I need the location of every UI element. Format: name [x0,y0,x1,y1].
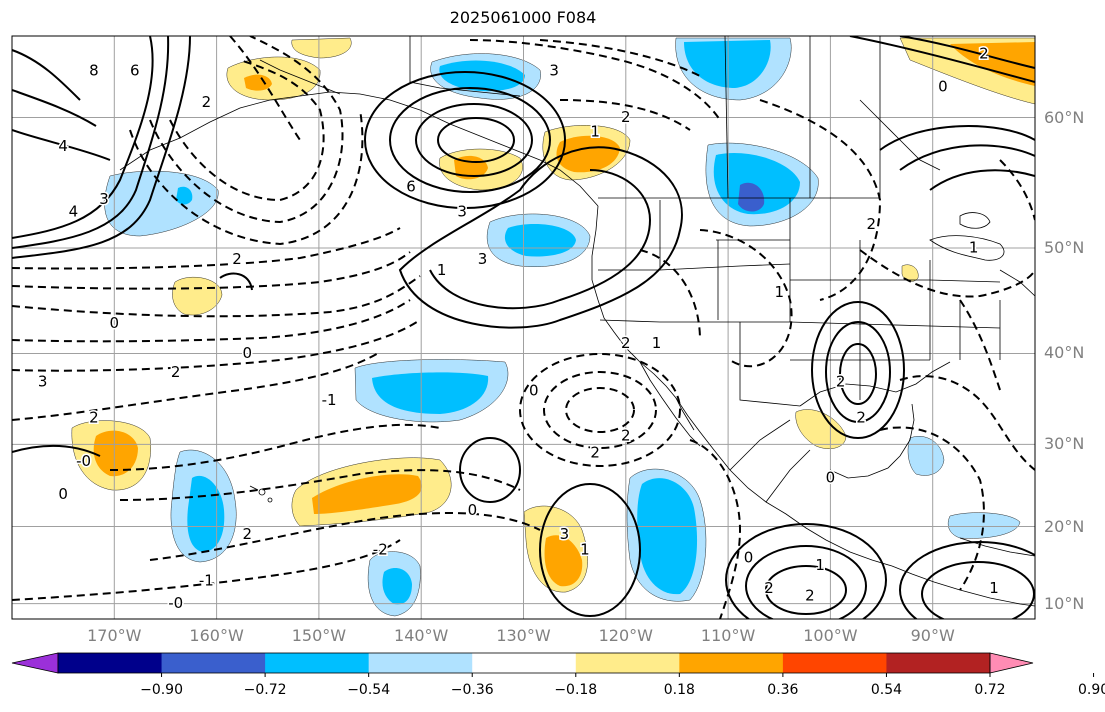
contour-label: 1 [590,123,600,141]
contour-label: 2 [764,579,774,597]
contour-label: 2 [243,525,253,543]
contour-label: 0 [243,344,253,362]
contour-label: 1 [437,261,447,279]
contour-label: 3 [99,190,109,208]
longitude-label: 110°W [700,626,756,645]
longitude-label: 150°W [291,626,347,645]
negative-anomaly-core [372,372,489,414]
contour-label: 0 [110,314,120,332]
negative-anomaly-extreme [738,182,765,212]
positive-anomaly-core [556,135,620,173]
contour-label: 2 [979,45,989,63]
negative-anomaly-core [637,478,698,595]
latitude-label: 20°N [1044,516,1085,536]
contour-label: 1 [969,238,979,256]
contour-label: -1 [199,571,214,589]
latitude-label: 50°N [1044,237,1085,257]
negative-anomaly-core [176,186,193,205]
negative-anomaly-core [684,40,771,88]
contour-label: 2 [621,108,631,126]
contour-label: 3 [457,203,467,221]
longitude-label: 170°W [87,626,142,645]
contour-label: 0 [826,469,836,487]
contour-label: 2 [89,409,99,427]
contour-label: -0 [76,452,91,470]
contour-label: 2 [232,250,242,268]
contour-label: 3 [560,525,570,543]
longitude-label: 160°W [189,626,244,645]
contour-label: 2 [856,409,866,427]
positive-anomaly-core [950,42,1035,86]
colorbar-tick-label: −0.90 [140,682,183,698]
colorbar-tick-label: −0.36 [450,682,494,698]
contour-label: 0 [744,548,754,566]
contour-label: 2 [836,372,846,390]
longitude-label: 100°W [803,626,858,645]
contour-label: 1 [774,283,784,301]
longitude-label: 140°W [394,626,449,645]
map-title: 2025061000 F084 [449,8,597,27]
contour-label: -1 [322,391,337,409]
contour-label: 2 [867,215,877,233]
contour-label: 1 [580,541,590,559]
positive-anomaly-core [312,474,422,514]
coastlines-and-borders [119,36,1035,607]
positive-anomaly-region [172,276,223,316]
positive-anomaly-core [244,74,272,91]
map-frame [11,35,1036,620]
contour-label: 0 [468,501,478,519]
colorbar-tick-label: 0.18 [663,682,695,698]
positive-anomaly-core [544,535,583,587]
contour-label: 0 [529,382,539,400]
contour-label: 8 [89,61,99,79]
contour-label: 0 [938,77,948,95]
longitude-label: 90°W [910,626,955,645]
contour-label: 4 [69,203,79,221]
colorbar-tick-label: −0.18 [554,682,598,698]
contour-label: 1 [989,579,999,597]
negative-anomaly-core [713,153,800,215]
contour-label: -2 [373,541,388,559]
latitude-label: 10°N [1044,593,1085,613]
negative-anomaly-core [382,568,412,605]
colorbar-tick-label: −0.54 [347,682,391,698]
shaded-anomaly-layer [71,37,1035,617]
contour-label: 3 [478,250,488,268]
contour-label: 1 [815,556,825,574]
contour-label: 6 [406,177,416,195]
colorbar-tick-label: 0.36 [767,682,799,698]
longitude-label: 130°W [496,626,551,645]
contour-label: 2 [621,426,631,444]
contour-label: -0 [168,594,183,612]
contour-label: 4 [58,137,68,155]
positive-anomaly-region [291,37,352,59]
contour-label: 6 [130,61,140,79]
contour-label: 3 [38,372,48,390]
colorbar-tick-label: 0.72 [974,682,1006,698]
dashed-contours [12,36,1035,619]
colorbar-tick-label: 0.54 [870,682,903,698]
longitude-label: 120°W [598,626,653,645]
contour-label: 2 [805,587,815,605]
contour-label: 2 [621,334,631,352]
latitude-label: 30°N [1044,434,1085,454]
latitude-label: 60°N [1044,107,1085,127]
negative-anomaly-region [947,512,1021,539]
positive-anomaly-core [93,430,138,477]
contour-label: 2 [590,443,600,461]
negative-anomaly-core [439,60,525,92]
colorbar-tick-label: −0.72 [243,682,287,698]
contour-label: 2 [202,93,212,111]
contour-label: 2 [171,363,181,381]
contour-label: 3 [549,61,559,79]
negative-anomaly-region [104,170,219,237]
latitude-label: 40°N [1044,343,1085,363]
colorbar-tick-label: 0.90 [1077,682,1105,698]
contour-label: 0 [58,485,68,503]
negative-anomaly-region [907,436,945,476]
contour-label: 1 [652,334,662,352]
